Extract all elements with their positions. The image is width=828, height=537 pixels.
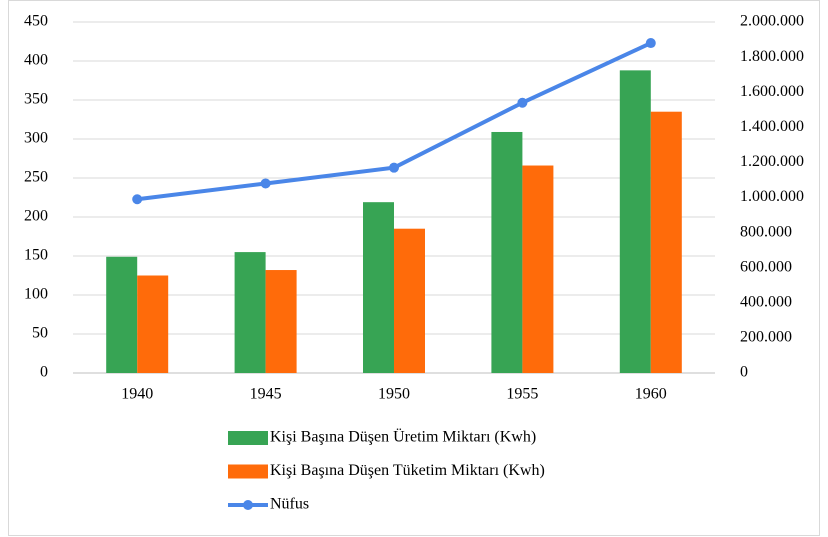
legend-swatch <box>228 464 268 479</box>
x-tick-label: 1940 <box>121 386 153 403</box>
line-marker <box>517 97 528 108</box>
x-tick-label: 1955 <box>506 386 538 403</box>
line-marker <box>260 178 271 189</box>
y-tick-label: 300 <box>24 130 48 147</box>
legend-swatch <box>228 431 268 445</box>
y2-tick-label: 1.600.000 <box>740 83 804 100</box>
y-tick-label: 450 <box>24 13 48 30</box>
y-tick-label: 200 <box>24 208 48 225</box>
bar <box>394 228 425 373</box>
y-tick-label: 0 <box>40 364 48 381</box>
y2-tick-label: 2.000.000 <box>740 13 804 30</box>
bar <box>650 111 682 373</box>
bar <box>265 270 297 373</box>
bar <box>106 256 138 373</box>
y-tick-label: 250 <box>24 169 48 186</box>
y2-tick-label: 1.200.000 <box>740 153 804 170</box>
bar <box>137 275 169 373</box>
legend-label: Kişi Başına Düşen Üretim Miktarı (Kwh) <box>270 428 536 446</box>
bar <box>234 252 266 373</box>
bar <box>522 165 554 373</box>
bar <box>491 131 523 373</box>
y-tick-label: 350 <box>24 91 48 108</box>
y2-tick-label: 400.000 <box>740 293 792 310</box>
y-tick-label: 100 <box>24 286 48 303</box>
legend-label: Nüfus <box>270 496 309 513</box>
y2-tick-label: 1.000.000 <box>740 188 804 205</box>
y2-tick-label: 200.000 <box>740 329 792 346</box>
y2-tick-label: 1.400.000 <box>740 118 804 135</box>
x-tick-label: 1945 <box>250 386 282 403</box>
x-tick-label: 1950 <box>378 386 410 403</box>
y2-tick-label: 0 <box>740 364 748 381</box>
y-tick-label: 400 <box>24 52 48 69</box>
line-marker <box>389 162 399 173</box>
bar <box>363 202 394 373</box>
y-tick-label: 50 <box>32 325 48 342</box>
legend-label: Kişi Başına Düşen Tüketim Miktarı (Kwh) <box>270 462 545 479</box>
x-tick-label: 1960 <box>635 386 667 403</box>
y2-tick-label: 600.000 <box>740 258 792 275</box>
line-marker <box>132 194 143 205</box>
y-tick-label: 150 <box>24 247 48 264</box>
y2-tick-label: 800.000 <box>740 223 792 240</box>
line-marker <box>645 38 656 49</box>
bar <box>619 70 651 374</box>
y2-tick-label: 1.800.000 <box>740 48 804 65</box>
legend-swatch-marker <box>243 500 253 510</box>
